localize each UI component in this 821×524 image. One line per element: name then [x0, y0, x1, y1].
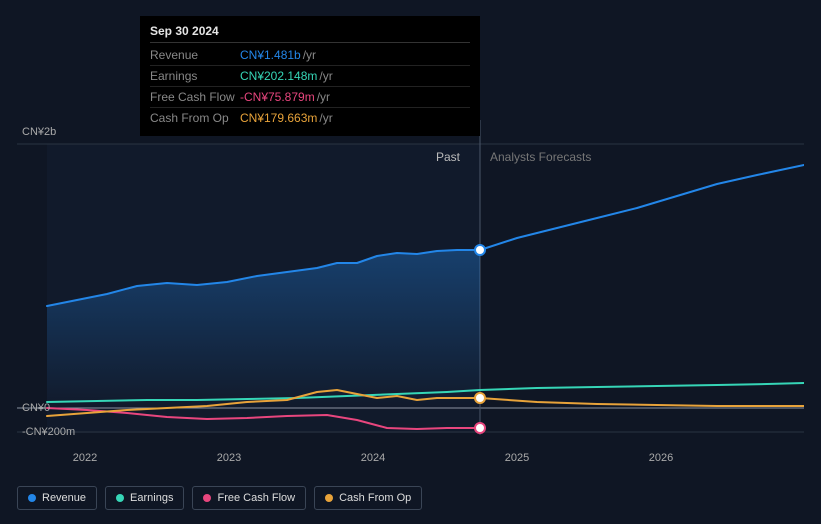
x-axis: 2022 2023 2024 2025 2026 [17, 452, 804, 468]
x-axis-label: 2023 [217, 452, 241, 464]
legend-dot [116, 494, 124, 502]
tooltip-row-label: Cash From Op [150, 111, 240, 125]
legend-item[interactable]: Free Cash Flow [192, 486, 306, 510]
tooltip-row-value: CN¥179.663m [240, 111, 317, 125]
tooltip-row-value: -CN¥75.879m [240, 90, 315, 104]
forecast-label: Analysts Forecasts [490, 150, 591, 164]
x-axis-label: 2025 [505, 452, 529, 464]
tooltip-row: Free Cash Flow-CN¥75.879m/yr [150, 87, 470, 108]
past-label: Past [436, 150, 460, 164]
legend-item[interactable]: Revenue [17, 486, 97, 510]
tooltip-row-label: Free Cash Flow [150, 90, 240, 104]
tooltip-row-label: Earnings [150, 69, 240, 83]
tooltip-row-suffix: /yr [319, 69, 332, 83]
legend-dot [28, 494, 36, 502]
chart-svg [17, 120, 804, 445]
tooltip-row-value: CN¥1.481b [240, 48, 301, 62]
legend-label: Earnings [130, 492, 173, 504]
legend-dot [203, 494, 211, 502]
x-axis-label: 2026 [649, 452, 673, 464]
legend-item[interactable]: Earnings [105, 486, 184, 510]
legend-item[interactable]: Cash From Op [314, 486, 422, 510]
x-axis-label: 2022 [73, 452, 97, 464]
tooltip-row-suffix: /yr [319, 111, 332, 125]
legend-dot [325, 494, 333, 502]
tooltip-row: EarningsCN¥202.148m/yr [150, 66, 470, 87]
tooltip-date: Sep 30 2024 [150, 24, 470, 43]
y-axis-label: CN¥2b [22, 126, 56, 138]
chart-area[interactable] [17, 120, 804, 470]
y-axis-label: CN¥0 [22, 402, 50, 414]
legend-label: Cash From Op [339, 492, 411, 504]
tooltip-row-suffix: /yr [303, 48, 316, 62]
tooltip-row-label: Revenue [150, 48, 240, 62]
tooltip-row-value: CN¥202.148m [240, 69, 317, 83]
y-axis-label: -CN¥200m [22, 426, 75, 438]
legend-label: Revenue [42, 492, 86, 504]
legend-label: Free Cash Flow [217, 492, 295, 504]
tooltip-row: RevenueCN¥1.481b/yr [150, 45, 470, 66]
legend: Revenue Earnings Free Cash Flow Cash From O… [17, 486, 422, 510]
tooltip-row-suffix: /yr [317, 90, 330, 104]
tooltip-row: Cash From OpCN¥179.663m/yr [150, 108, 470, 128]
x-axis-label: 2024 [361, 452, 385, 464]
tooltip: Sep 30 2024 RevenueCN¥1.481b/yrEarningsC… [140, 16, 480, 136]
